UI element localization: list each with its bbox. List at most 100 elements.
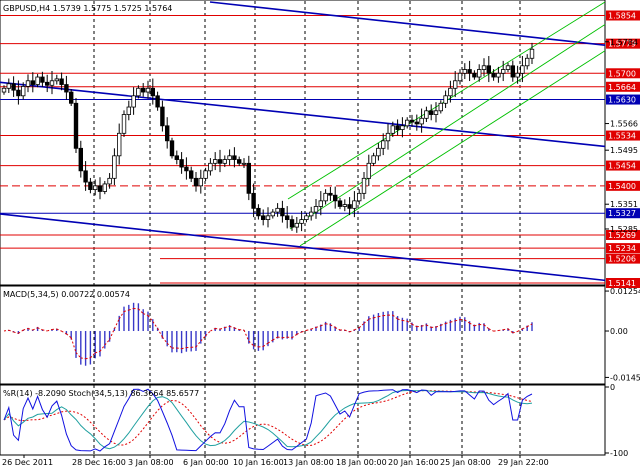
candle-body <box>333 195 337 201</box>
candle-body <box>314 206 318 212</box>
candle-body <box>98 186 102 192</box>
candle-body <box>285 216 289 220</box>
candle-body <box>516 73 520 77</box>
price-tag-label: 1.5454 <box>608 162 636 171</box>
candle-body <box>343 205 347 207</box>
stoch-title: %R(14) -8.2090 Stoch(34,5,13) 86.3664 85… <box>3 389 199 398</box>
candle-body <box>271 212 275 216</box>
candle-body <box>305 216 309 220</box>
candle-body <box>386 133 390 141</box>
candle-body <box>84 171 88 182</box>
candle-body <box>439 103 443 111</box>
price-tag-label: 1.5234 <box>608 244 636 253</box>
candle-body <box>31 81 35 85</box>
candle-body <box>151 88 155 96</box>
x-tick-label: 3 Jan 08:00 <box>128 458 174 467</box>
candle-body <box>209 163 213 171</box>
candle-body <box>487 66 491 74</box>
candle-body <box>425 111 429 119</box>
candle-body <box>367 163 371 178</box>
candle-body <box>319 201 323 207</box>
candle-body <box>79 148 83 171</box>
price-tag-label: 1.5630 <box>608 96 636 105</box>
candle-body <box>377 148 381 156</box>
candle-body <box>170 141 174 156</box>
y-tick-label: 1.5351 <box>610 200 638 209</box>
candle-body <box>477 70 481 78</box>
candle-body <box>266 216 270 220</box>
candle-body <box>372 156 376 164</box>
candle-body <box>257 208 261 216</box>
price-panel[interactable] <box>0 0 605 285</box>
candle-body <box>194 178 198 186</box>
candle-body <box>2 88 6 92</box>
y-tick-label: 1.5285 <box>610 225 638 234</box>
y-tick-label: 1.5495 <box>610 146 638 155</box>
candle-body <box>127 107 131 115</box>
candle-body <box>65 85 69 93</box>
candle-body <box>21 86 25 95</box>
candle-body <box>60 79 64 85</box>
candle-body <box>353 201 357 209</box>
price-tag-label: 1.5664 <box>608 83 636 92</box>
candle-body <box>463 70 467 74</box>
candle-body <box>396 126 400 130</box>
x-tick-label: 26 Dec 2011 <box>2 458 53 467</box>
candle-body <box>252 193 256 208</box>
candle-body <box>511 66 515 77</box>
candle-body <box>405 120 409 126</box>
candle-body <box>473 73 477 77</box>
candle-body <box>141 88 145 92</box>
candle-body <box>429 111 433 115</box>
candle-body <box>497 73 501 77</box>
candle-body <box>132 96 136 107</box>
candle-body <box>401 126 405 130</box>
price-axis: 1.58541.57791.57001.56641.56301.55341.54… <box>605 11 640 288</box>
candle-body <box>175 156 179 160</box>
candle-body <box>228 156 232 160</box>
price-tag-label: 1.5400 <box>608 182 636 191</box>
candle-body <box>309 212 313 216</box>
candle-body <box>165 126 169 141</box>
x-tick-label: 29 Jan 22:00 <box>498 458 549 467</box>
candle-body <box>506 66 510 70</box>
y-tick-label: 1.5566 <box>610 120 638 129</box>
candle-body <box>391 126 395 134</box>
macd-tick-label: 0.00 <box>610 327 628 336</box>
candle-body <box>290 220 294 228</box>
candle-body <box>117 133 121 156</box>
candle-body <box>93 186 97 190</box>
price-tag-label: 1.5700 <box>608 69 636 78</box>
candle-body <box>199 178 203 186</box>
candle-body <box>329 193 333 195</box>
candle-body <box>468 70 472 74</box>
candle-body <box>50 81 54 86</box>
candle-body <box>137 88 141 96</box>
candle-body <box>521 66 525 74</box>
x-tick-label: 28 Dec 16:00 <box>72 458 126 467</box>
candle-body <box>482 66 486 70</box>
stoch-tick-label: -100 <box>610 449 628 458</box>
candle-body <box>261 216 265 220</box>
candle-body <box>324 193 328 201</box>
candle-body <box>453 81 457 89</box>
candle-body <box>242 163 246 164</box>
candle-body <box>237 160 241 164</box>
candle-body <box>55 79 59 81</box>
candle-body <box>415 122 419 124</box>
x-tick-label: 20 Jan 16:00 <box>388 458 439 467</box>
candle-body <box>69 92 73 103</box>
candle-body <box>113 156 117 179</box>
candle-body <box>276 208 280 212</box>
candle-body <box>7 84 11 89</box>
candle-body <box>103 184 107 192</box>
candle-body <box>146 88 150 92</box>
candle-body <box>458 73 462 81</box>
x-tick-label: 25 Jan 08:00 <box>440 458 491 467</box>
candle-body <box>492 73 496 77</box>
candle-body <box>180 160 184 168</box>
candle-body <box>281 208 285 216</box>
x-tick-label: 10 Jan 16:00 <box>233 458 284 467</box>
